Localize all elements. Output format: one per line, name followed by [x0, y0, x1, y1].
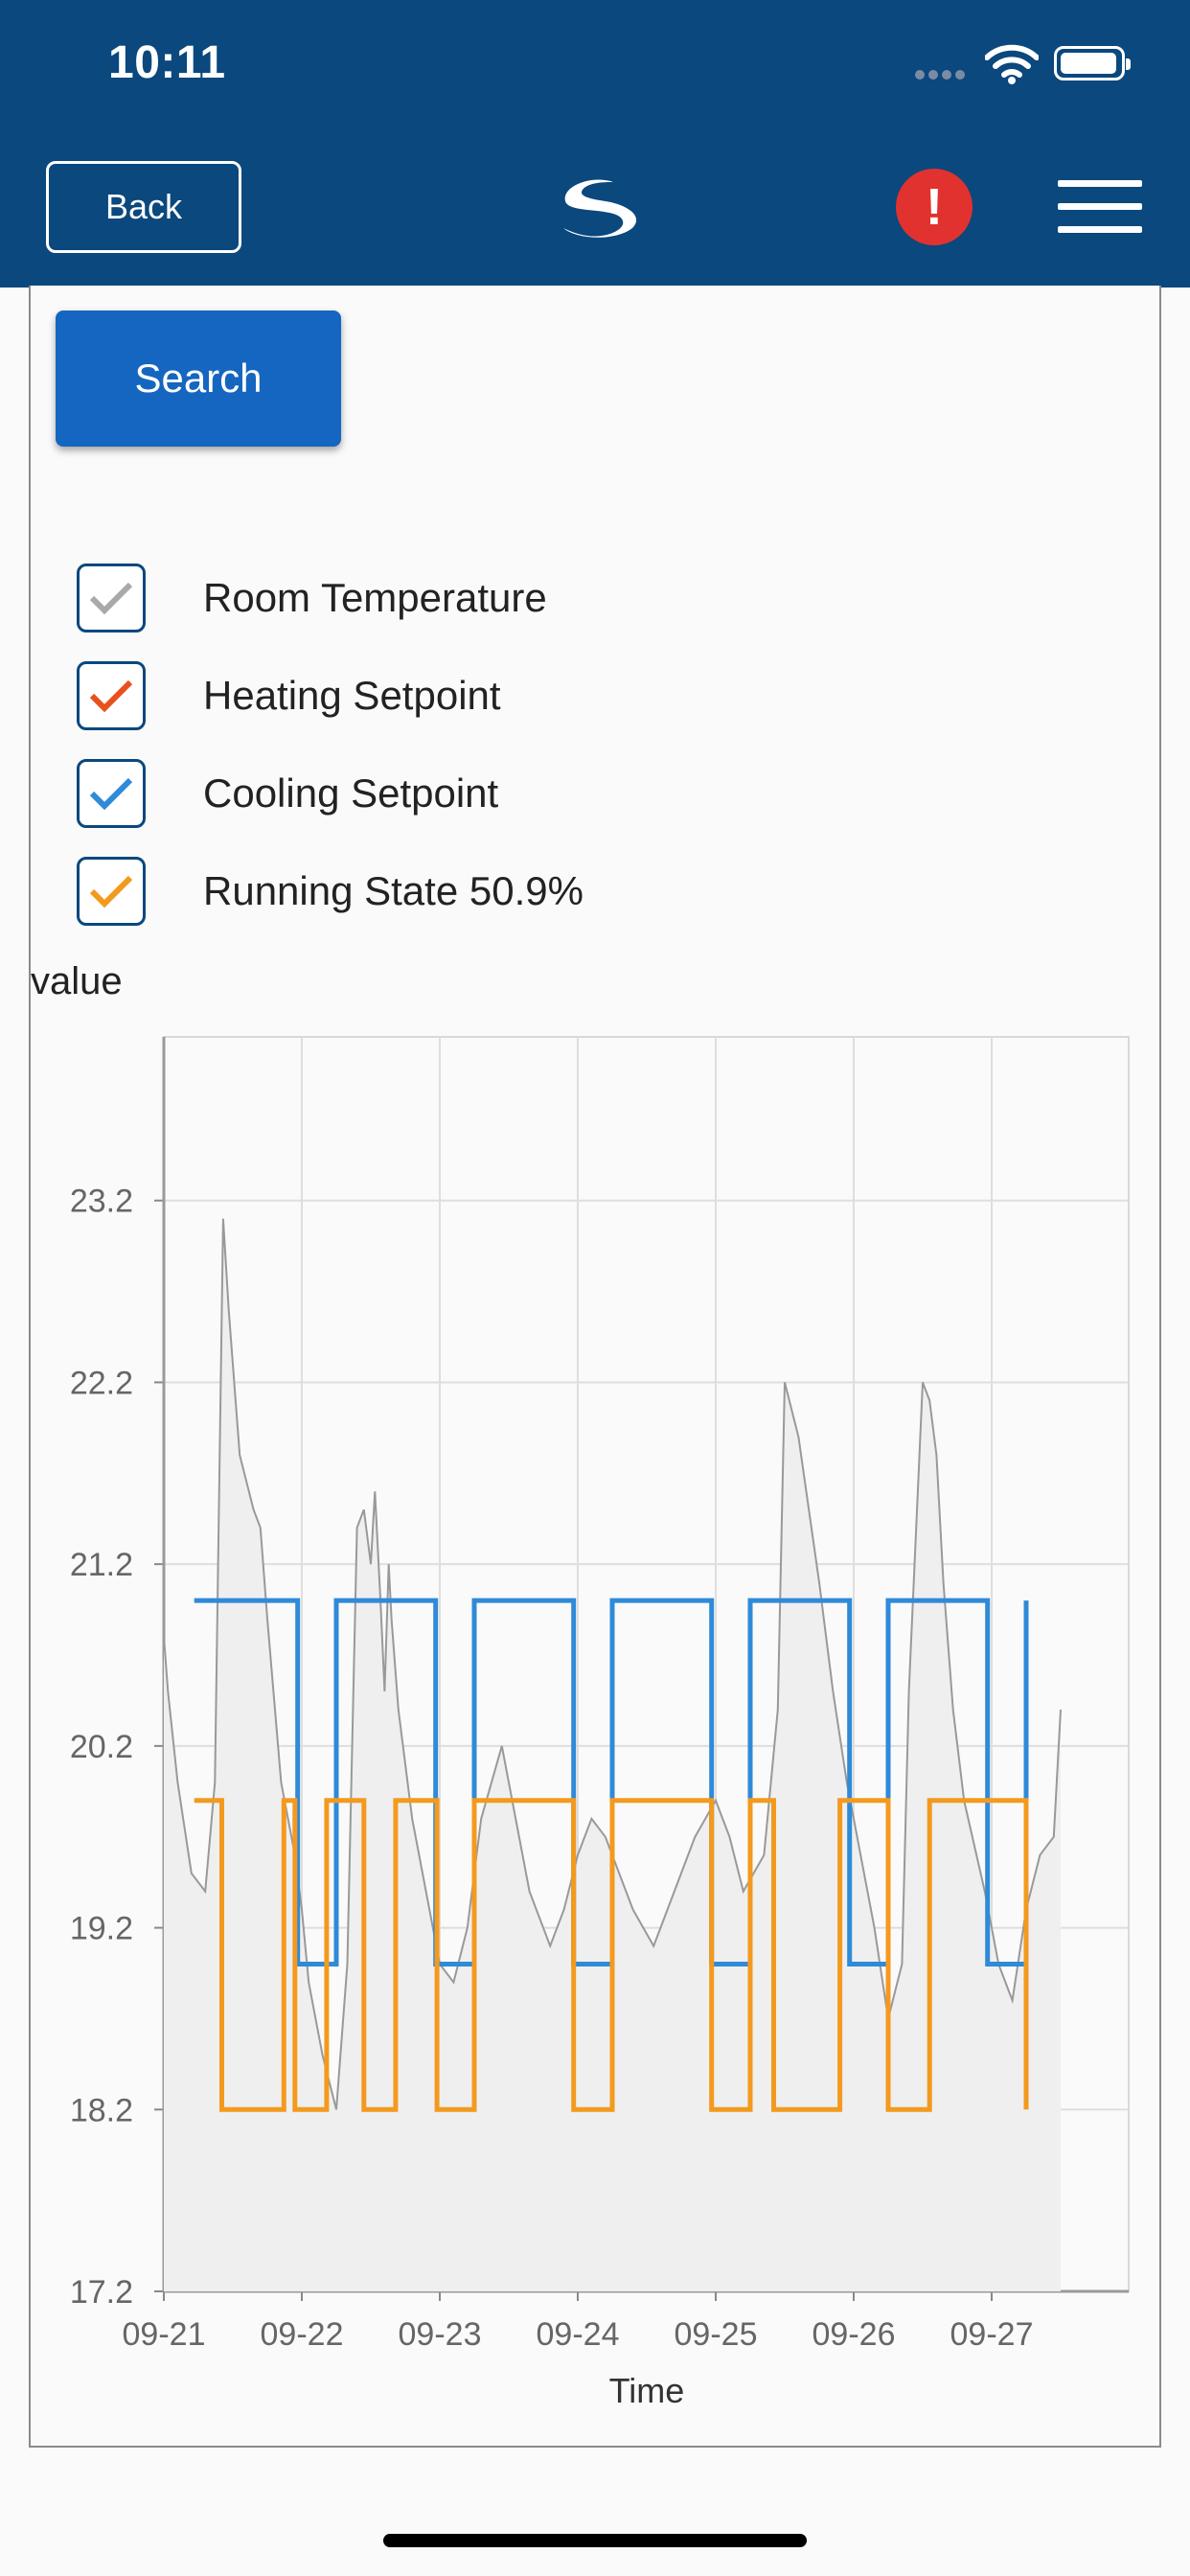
x-tick-label: 09-23	[399, 2316, 482, 2353]
y-tick-label: 22.2	[70, 1365, 133, 1401]
x-tick-label: 09-27	[950, 2316, 1034, 2353]
y-tick-label: 23.2	[70, 1184, 133, 1220]
cooling-setpoint-checkbox[interactable]	[77, 759, 146, 828]
cooling-setpoint-line	[194, 1598, 1029, 1966]
x-tick-label: 09-25	[675, 2316, 758, 2353]
legend-label: Room Temperature	[203, 575, 547, 620]
y-tick-label: 18.2	[70, 2092, 133, 2128]
room-temperature-line	[163, 1218, 1062, 2110]
status-time: 10:11	[108, 37, 226, 88]
running-state-checkbox[interactable]	[77, 857, 146, 926]
hamburger-menu-icon[interactable]	[1058, 180, 1142, 234]
back-button[interactable]: Back	[46, 161, 241, 253]
check-icon	[89, 777, 133, 811]
battery-icon	[1054, 46, 1131, 80]
legend-label: Heating Setpoint	[203, 673, 501, 718]
home-indicator	[383, 2534, 807, 2547]
room-temperature-area	[164, 1218, 1061, 2291]
x-tick-label: 09-26	[812, 2316, 896, 2353]
room-temperature-checkbox[interactable]	[77, 564, 146, 632]
legend-item-heating-setpoint[interactable]: Heating Setpoint	[77, 661, 501, 730]
alert-icon[interactable]: !	[896, 169, 973, 245]
check-icon	[89, 582, 133, 615]
cellular-signal-icon	[915, 67, 969, 84]
y-tick-label: 19.2	[70, 1911, 133, 1947]
legend-label: Running State 50.9%	[203, 868, 584, 913]
running-state-line	[194, 1798, 1029, 2112]
app-header: 10:11 Back !	[0, 0, 1190, 288]
y-axis-title: value	[31, 960, 123, 1002]
wifi-icon	[985, 44, 1039, 84]
legend-item-running-state[interactable]: Running State 50.9%	[77, 857, 584, 926]
brand-logo-icon	[563, 179, 637, 238]
check-icon	[89, 679, 133, 713]
x-tick-label: 09-24	[537, 2316, 620, 2353]
x-tick-label: 09-21	[123, 2316, 206, 2353]
search-button[interactable]: Search	[56, 310, 341, 447]
x-tick-label: 09-22	[261, 2316, 344, 2353]
legend-item-cooling-setpoint[interactable]: Cooling Setpoint	[77, 759, 498, 828]
history-chart: 17.2 18.2 19.2 20.2 21.2 22.2 23.2 09-21 09-22 09…	[70, 1036, 1130, 2410]
legend-label: Cooling Setpoint	[203, 770, 499, 816]
y-tick-label: 21.2	[70, 1547, 133, 1583]
legend-item-room-temperature[interactable]: Room Temperature	[77, 564, 547, 632]
check-icon	[89, 875, 133, 908]
y-tick-label: 20.2	[70, 1729, 133, 1765]
x-axis-title: Time	[609, 2371, 685, 2410]
heating-setpoint-checkbox[interactable]	[77, 661, 146, 730]
y-tick-label: 17.2	[70, 2274, 133, 2311]
